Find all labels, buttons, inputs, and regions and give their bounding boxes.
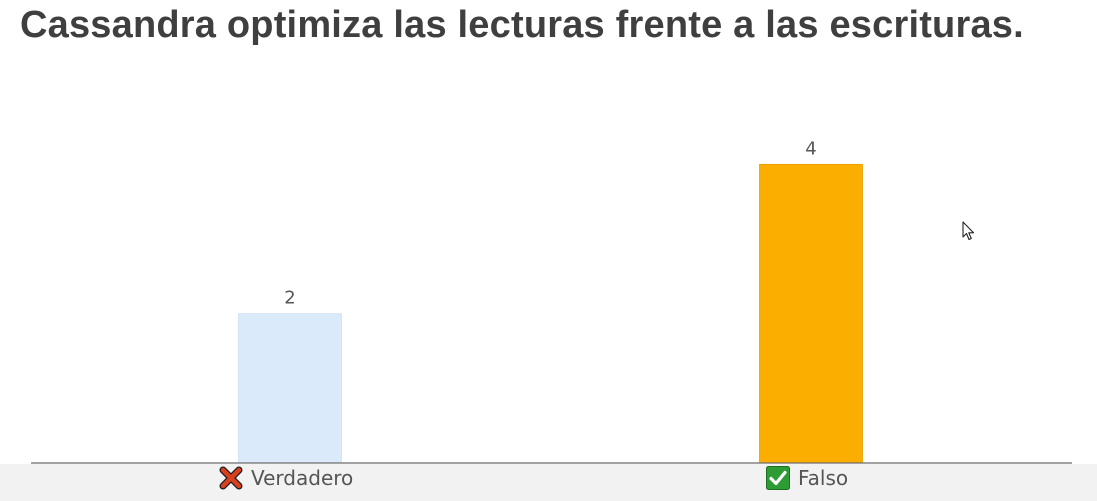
bar-falso bbox=[759, 163, 863, 464]
cross-mark-icon bbox=[219, 466, 243, 490]
option-falso: Falso bbox=[766, 466, 848, 490]
bar-value-label: 2 bbox=[284, 288, 295, 309]
option-label-text: Falso bbox=[798, 466, 849, 490]
check-mark-icon bbox=[766, 466, 790, 490]
question-title: Cassandra optimiza las lecturas frente a… bbox=[20, 4, 1024, 46]
bar-verdadero bbox=[238, 313, 342, 464]
option-verdadero: Verdadero bbox=[219, 466, 353, 490]
answer-options-strip bbox=[0, 464, 1097, 501]
mouse-cursor-icon bbox=[962, 221, 975, 241]
option-label-text: Verdadero bbox=[251, 466, 354, 490]
bar-value-label: 4 bbox=[805, 138, 816, 159]
